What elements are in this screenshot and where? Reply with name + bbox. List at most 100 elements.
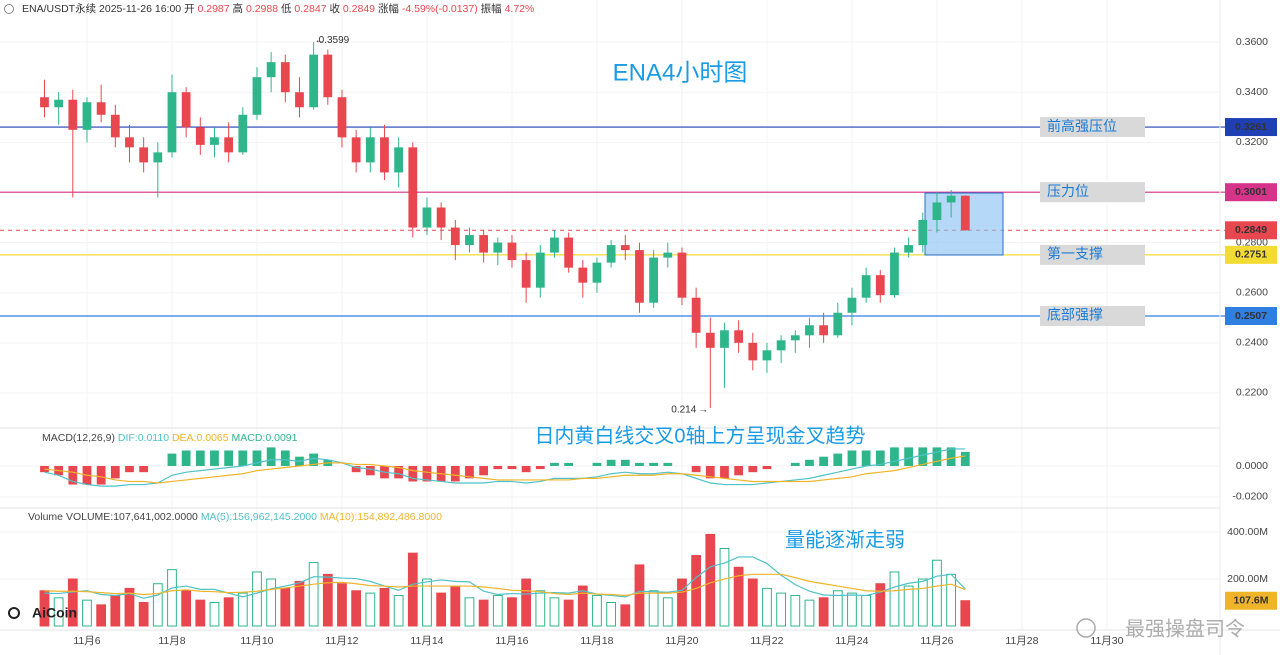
candle-body [861, 275, 871, 298]
y-tick-label: 0.3600 [1236, 36, 1268, 48]
macd-bar [521, 465, 531, 473]
candle-body [351, 137, 361, 163]
candle-body [125, 137, 134, 148]
macd-bar [805, 459, 814, 466]
volume-bar [861, 594, 872, 627]
candle-body [875, 275, 885, 296]
header-field: 振幅 [481, 2, 502, 15]
candle-body [280, 62, 290, 93]
logo: AiCoin [8, 605, 77, 621]
volume-bar [181, 590, 192, 627]
low-label: 0.214 [671, 405, 696, 416]
volume-bar [677, 578, 687, 627]
volume-bar [82, 599, 92, 627]
volume-bar [535, 590, 546, 627]
ma5-line [44, 556, 966, 599]
volume-bar [832, 590, 843, 627]
volume-bar [889, 571, 900, 627]
annotation: ENA4小时图 [613, 59, 748, 86]
watermark-icon [1076, 618, 1096, 638]
volume-bar [903, 585, 914, 627]
header-field: 开 [184, 3, 195, 15]
level-name-bg [1040, 117, 1145, 138]
volume-bar [790, 594, 801, 627]
macd-bar [450, 465, 460, 482]
candle-body [918, 220, 928, 246]
volume-bar [422, 578, 432, 627]
volume-bar [492, 594, 503, 627]
macd-bar [762, 465, 772, 470]
macd-bar [493, 465, 503, 470]
candle-body [110, 114, 120, 138]
x-tick-label: 11月18 [580, 635, 613, 647]
candle-body [620, 245, 630, 251]
candle-body [238, 114, 248, 153]
macd-bar [890, 447, 899, 466]
level-badge [1225, 118, 1277, 137]
volume-bar [96, 604, 107, 627]
volume-bar [563, 599, 574, 627]
legend-item: VOLUME:107,641,002.0000 [66, 511, 198, 523]
candle-body [932, 202, 942, 221]
macd-bar [663, 462, 673, 466]
volume-badge [1225, 591, 1277, 610]
level-name: 底部强撑 [1047, 307, 1103, 323]
macd-bar [195, 450, 205, 466]
candle-body [578, 267, 588, 283]
volume-bar [478, 599, 489, 627]
macd-bar [309, 453, 319, 466]
high-label: 0.3599 [319, 35, 350, 46]
candle-body [394, 147, 404, 173]
volume-bar [195, 599, 206, 627]
x-tick-label: 11月6 [73, 635, 100, 647]
legend-item: MA(10):154,892,486.8000 [320, 511, 442, 523]
legend-item: Volume [28, 511, 63, 523]
header-field: 高 [233, 2, 244, 15]
volume-bar [152, 583, 163, 627]
candle-body [450, 227, 460, 246]
volume-bar [280, 587, 291, 627]
x-tick-label: 11月22 [750, 635, 783, 647]
y-tick-label: -0.0200 [1232, 491, 1268, 503]
x-tick-label: 11月24 [835, 635, 868, 647]
candle-body [790, 335, 800, 341]
candle-body [535, 252, 545, 288]
x-tick-label: 11月12 [325, 635, 358, 647]
macd-bar [110, 465, 120, 479]
volume-bar [365, 592, 376, 627]
volume-legend: Volume VOLUME:107,641,002.0000 MA(5):156… [28, 511, 442, 523]
candle-body [195, 127, 205, 145]
volume-bar [450, 585, 461, 627]
volume-bar [875, 583, 886, 627]
candle-body [465, 235, 474, 246]
macd-bar [946, 447, 956, 466]
volume-bar [733, 566, 744, 627]
header-field: 涨幅 [378, 2, 399, 15]
macd-bar [932, 447, 942, 466]
candle-body [153, 152, 163, 163]
header-icon [4, 4, 14, 14]
volume-bar [946, 573, 957, 627]
x-tick-label: 11月28 [1005, 635, 1038, 647]
volume-bar [776, 592, 787, 627]
candle-body [521, 260, 531, 288]
macd-bar [620, 459, 630, 466]
y-tick-label: 0.2600 [1236, 286, 1268, 298]
candle-body [635, 250, 644, 303]
volume-bar [549, 597, 560, 627]
level-name: 压力位 [1047, 183, 1089, 199]
level-value: 0.2751 [1235, 249, 1267, 261]
volume-bar [620, 604, 631, 627]
candle-body [82, 102, 92, 130]
macd-bar [394, 465, 404, 479]
macd-bar [351, 465, 361, 473]
candle-body [946, 195, 956, 203]
candle-body [365, 137, 375, 163]
level-name: 第一支撑 [1047, 246, 1103, 262]
logo-icon [8, 607, 20, 619]
candle-body [663, 252, 673, 258]
macd-bar [252, 450, 262, 466]
macd-bar [960, 451, 970, 466]
candle-body [40, 97, 49, 108]
